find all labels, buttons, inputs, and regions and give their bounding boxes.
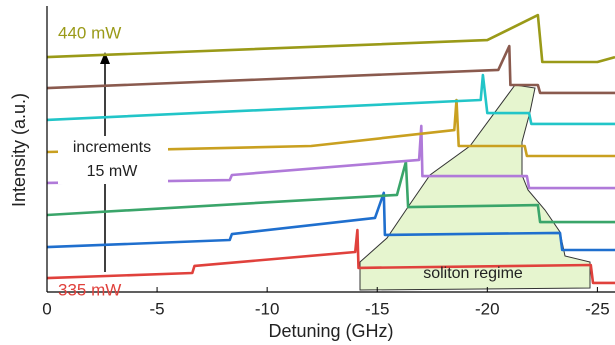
x-tick-label: -15 xyxy=(365,299,390,318)
arrow-head xyxy=(100,52,110,64)
series-line xyxy=(46,44,615,95)
series-line xyxy=(46,228,615,285)
series-line xyxy=(46,191,615,252)
x-tick-label: -5 xyxy=(150,299,165,318)
x-tick-label: -20 xyxy=(475,299,500,318)
x-tick-label: -10 xyxy=(255,299,280,318)
series-line xyxy=(46,160,615,224)
y-axis-label: Intensity (a.u.) xyxy=(9,93,29,207)
annotation: 15 mW xyxy=(87,163,139,180)
annotation: increments xyxy=(73,139,151,156)
series-line xyxy=(46,98,615,158)
annotation: soliton regime xyxy=(423,265,523,282)
series-line xyxy=(46,124,615,190)
x-tick-label: -25 xyxy=(585,299,610,318)
series-line xyxy=(46,73,615,126)
series-line xyxy=(46,13,615,64)
label-box xyxy=(58,136,168,184)
annotation: 335 mW xyxy=(58,280,121,299)
annotation: 440 mW xyxy=(58,23,121,42)
x-axis-label: Detuning (GHz) xyxy=(268,321,393,341)
x-tick-label: 0 xyxy=(42,299,51,318)
